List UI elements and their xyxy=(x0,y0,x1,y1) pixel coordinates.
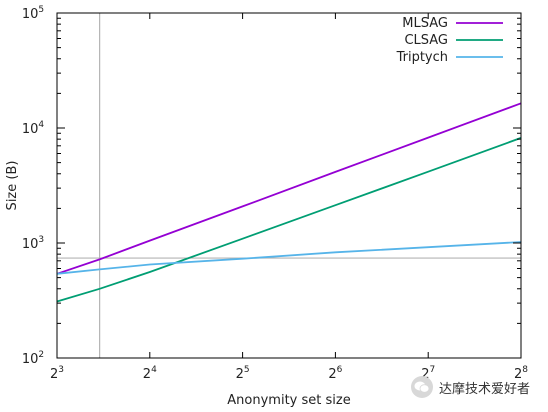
x-axis-label: Anonymity set size xyxy=(227,393,350,408)
x-tick-label: 24 xyxy=(143,365,157,382)
series-lines xyxy=(56,102,522,303)
legend: MLSAG CLSAG Triptych xyxy=(396,16,503,65)
x-tick-label: 25 xyxy=(236,365,250,382)
watermark: 达摩技术爱好者 xyxy=(410,376,530,398)
y-tick-label: 102 xyxy=(22,350,44,367)
series-line-clsag xyxy=(56,137,522,303)
legend-label-mlsag: MLSAG xyxy=(402,16,448,31)
wechat-icon xyxy=(410,376,433,398)
legend-label-triptych: Triptych xyxy=(396,50,448,65)
plot-frame xyxy=(56,12,522,359)
watermark-text: 达摩技术爱好者 xyxy=(438,381,530,397)
y-tick-label: 105 xyxy=(22,5,44,22)
series-line-mlsag xyxy=(56,102,522,275)
series-line-triptych xyxy=(56,241,522,275)
x-tick-label: 23 xyxy=(50,365,64,382)
x-axis-ticks: 23 24 25 26 27 28 xyxy=(50,13,528,382)
legend-label-clsag: CLSAG xyxy=(404,33,448,48)
reference-lines xyxy=(57,13,521,358)
y-axis-ticks: 102 103 104 105 xyxy=(22,5,521,367)
y-tick-label: 103 xyxy=(22,235,44,252)
x-tick-label: 26 xyxy=(328,365,342,382)
x-tick-label: 27 xyxy=(421,365,435,382)
y-axis-label: Size (B) xyxy=(5,161,20,211)
y-tick-label: 104 xyxy=(22,120,45,137)
x-tick-label: 28 xyxy=(514,365,528,382)
